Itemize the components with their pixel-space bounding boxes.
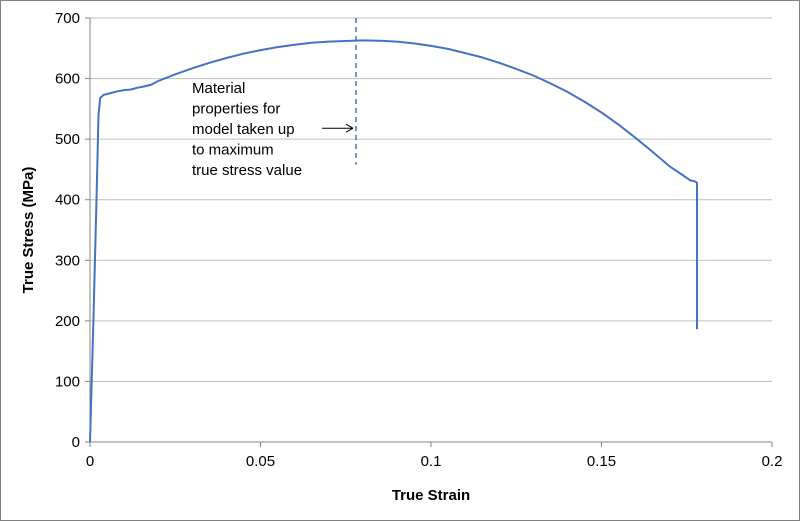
annotation-arrowhead (345, 123, 354, 133)
annotation-group: Material properties for model taken up to m… (192, 18, 357, 179)
x-tick-label: 0.2 (762, 453, 783, 470)
y-tick-label: 300 (55, 252, 80, 269)
x-tick-label: 0.15 (587, 453, 616, 470)
y-tick-label: 400 (55, 192, 80, 209)
x-tick-labels: 0 0.05 0.1 0.15 0.2 (86, 453, 783, 470)
y-tick-label: 200 (55, 313, 80, 330)
y-tick-label: 0 (72, 434, 80, 451)
annotation-line: properties for (192, 101, 280, 118)
x-tick-label: 0.05 (246, 453, 275, 470)
series-group (89, 39, 698, 443)
x-tick-label: 0 (86, 453, 94, 470)
y-axis-title: True Stress (MPa) (20, 167, 37, 294)
y-tick-label: 100 (55, 373, 80, 390)
y-tick-labels: 0 100 200 300 400 500 600 700 (55, 10, 80, 451)
series-line (89, 39, 698, 443)
y-tick-label: 600 (55, 71, 80, 88)
x-tick-label: 0.1 (421, 453, 442, 470)
annotation-line: model taken up (192, 121, 295, 138)
x-axis-title: True Strain (392, 487, 470, 504)
y-tick-label: 500 (55, 131, 80, 148)
gridlines (90, 17, 772, 382)
annotation-line: to maximum (192, 142, 274, 159)
annotation-line: true stress value (192, 162, 302, 179)
annotation-text: Material properties for model taken up to m… (192, 80, 302, 179)
annotation-line: Material (192, 80, 245, 97)
axes (85, 17, 773, 447)
y-tick-label: 700 (55, 10, 80, 27)
